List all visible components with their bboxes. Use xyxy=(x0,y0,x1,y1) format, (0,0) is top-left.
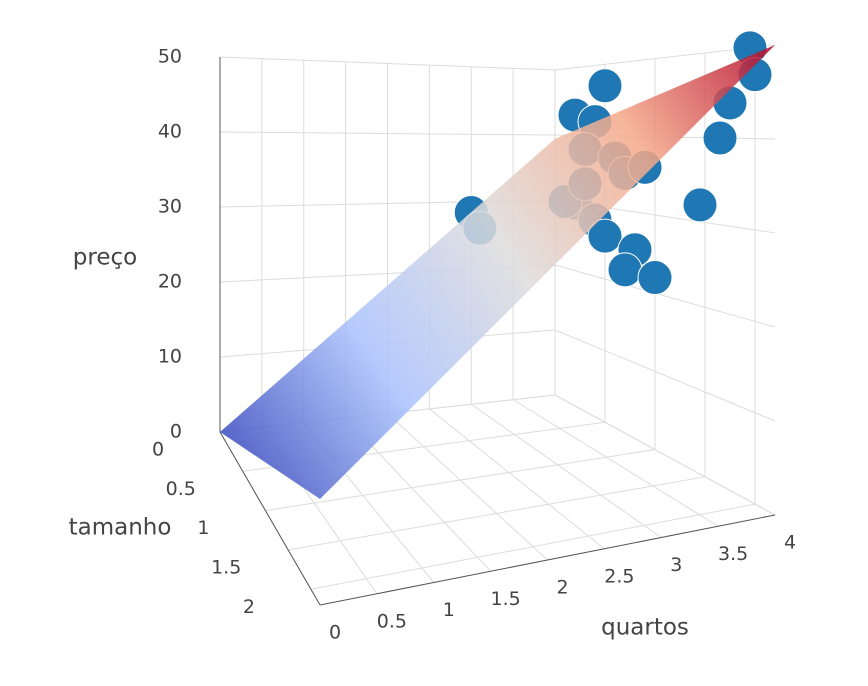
grid-line xyxy=(310,503,756,590)
x-axis-title: quartos xyxy=(601,615,689,641)
point xyxy=(637,260,673,296)
grid-line xyxy=(429,408,605,550)
x-tick-label: 2 xyxy=(556,577,568,599)
point xyxy=(587,68,623,104)
grid-line xyxy=(554,264,776,328)
z-tick-label: 30 xyxy=(158,196,182,218)
surface xyxy=(220,45,775,499)
grid-line xyxy=(470,403,662,538)
z-tick-label: 40 xyxy=(158,121,182,143)
x-tick-label: 2.5 xyxy=(604,565,634,587)
point xyxy=(587,218,623,254)
z-tick-label: 50 xyxy=(158,46,182,68)
grid-line xyxy=(387,413,548,561)
y-tick-label: 0 xyxy=(152,439,164,461)
x-tick-label: 1 xyxy=(443,599,455,621)
z-tick-label: 0 xyxy=(170,421,182,443)
grid-line xyxy=(512,399,719,527)
y-tick-label: 1.5 xyxy=(211,556,241,578)
z-tick-label: 10 xyxy=(158,346,182,368)
y-tick-label: 2 xyxy=(243,596,255,618)
point xyxy=(607,252,643,288)
z-axis-title: preço xyxy=(73,245,137,271)
x-tick-label: 0 xyxy=(329,622,341,644)
y-tick-label: 1 xyxy=(197,517,209,539)
axis-line xyxy=(219,431,321,606)
x-tick-label: 3.5 xyxy=(718,543,748,565)
grid-line xyxy=(554,394,776,516)
x-tick-label: 1.5 xyxy=(491,588,521,610)
y-axis-title: tamanho xyxy=(69,515,172,541)
point xyxy=(702,120,738,156)
grid-line xyxy=(265,449,656,512)
point xyxy=(682,187,718,223)
axis-line xyxy=(319,514,776,606)
x-tick-label: 0.5 xyxy=(377,610,407,632)
grid-line xyxy=(288,476,706,551)
y-tick-label: 0.5 xyxy=(166,478,196,500)
x-tick-label: 3 xyxy=(670,554,682,576)
z-tick-label: 20 xyxy=(158,271,182,293)
x-tick-label: 4 xyxy=(784,532,796,554)
grid-line xyxy=(554,329,776,422)
